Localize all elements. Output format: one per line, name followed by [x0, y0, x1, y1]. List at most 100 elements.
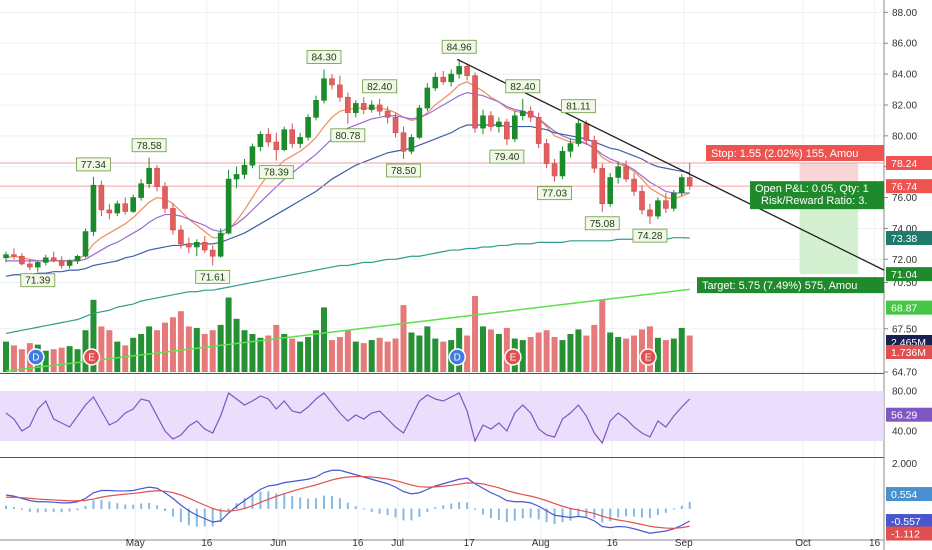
- y-tick-label: 64.70: [892, 368, 917, 379]
- candle-body: [106, 209, 113, 214]
- volume-bar: [519, 340, 526, 372]
- marker-e[interactable]: [639, 348, 657, 366]
- rsi-line: [5, 392, 691, 445]
- time-axis[interactable]: May 16 Jun 16 Jul 17 Aug 16 Sep Oct 16: [126, 538, 881, 549]
- candle-body: [400, 132, 407, 152]
- rsi-band: [0, 391, 884, 441]
- macd-hist-bar: [386, 508, 389, 516]
- volume-bar: [487, 329, 494, 372]
- y-tick-label: 84.00: [892, 70, 917, 81]
- candle-body: [329, 78, 335, 86]
- candle-body: [265, 133, 272, 143]
- candle-body: [50, 257, 57, 262]
- volume-bar: [464, 335, 471, 372]
- volume-bar: [42, 350, 49, 372]
- annotation-box: [76, 157, 111, 172]
- candle-body: [34, 262, 41, 268]
- candle-body: [42, 257, 49, 263]
- volume-ma-badge-label: 1.736M: [891, 347, 926, 359]
- target-label-box: [697, 277, 884, 294]
- price-annotations: 71.39 77.34 78.58 71.61 78.39 84.30 80.78 82.40…: [20, 39, 668, 288]
- marker-e[interactable]: [82, 348, 101, 366]
- candle-body: [599, 167, 606, 205]
- price-badge: [886, 300, 932, 315]
- volume-bar: [233, 318, 240, 372]
- annotation-box: [489, 149, 525, 164]
- candle-body: [623, 166, 629, 180]
- candles: [3, 59, 693, 272]
- macd-hist-bar: [434, 507, 437, 509]
- price-badges: 78.2476.7473.3871.0468.872.465M1.736M56.…: [886, 156, 932, 541]
- x-tick-label: Aug: [532, 538, 550, 549]
- candle-body: [527, 110, 534, 118]
- volume-bar: [106, 330, 113, 372]
- annotation-label: 82.40: [367, 82, 392, 93]
- candle-body: [146, 167, 152, 184]
- candle-body: [281, 129, 288, 151]
- candle-body: [209, 249, 216, 257]
- marker-d[interactable]: [27, 348, 45, 366]
- macd-badge-label: -0.557: [891, 516, 921, 528]
- candle-body: [384, 110, 391, 118]
- stop-zone[interactable]: [799, 163, 859, 187]
- candle-body: [655, 200, 661, 217]
- macd-hist-bar: [466, 502, 469, 509]
- candle-body: [90, 184, 97, 232]
- macd-hist-bar: [100, 499, 103, 509]
- pnl-label-box: [750, 181, 884, 210]
- macd-hist-bar: [52, 508, 55, 512]
- ma-200-line: [5, 237, 690, 334]
- candle-body: [559, 150, 566, 177]
- candle-body: [3, 254, 9, 259]
- candle-body: [376, 104, 383, 112]
- macd-hist-bar: [92, 500, 95, 509]
- candle-body: [257, 133, 264, 147]
- marker-label: E: [88, 353, 95, 364]
- price-badge-label: 71.04: [891, 269, 917, 281]
- signal-badge-label: -1.112: [891, 529, 920, 541]
- macd-hist-bar: [76, 508, 79, 511]
- volume-bar: [654, 337, 661, 372]
- position-labels: Stop: 1.55 (2.02%) 155, Amou Open P&L: 0.…: [697, 145, 884, 294]
- candle-body: [194, 242, 200, 248]
- annotation-label: 78.58: [137, 141, 162, 152]
- macd-pane: [5, 469, 691, 534]
- volume-bar: [18, 349, 25, 372]
- y-tick-label: 74.00: [892, 224, 917, 235]
- macd-hist-bar: [553, 508, 556, 525]
- annotation-label: 84.96: [447, 42, 472, 53]
- candle-body: [488, 115, 494, 127]
- volume-bar: [305, 337, 312, 372]
- x-tick-label: Oct: [795, 538, 811, 549]
- volume-bar: [217, 324, 224, 372]
- macd-hist-bar: [402, 508, 405, 521]
- macd-hist-bar: [179, 508, 182, 523]
- volume-bar: [368, 340, 375, 372]
- trendline[interactable]: [456, 58, 885, 271]
- macd-hist-bar: [664, 508, 667, 513]
- x-tick-label: 17: [464, 538, 476, 549]
- macd-line: [5, 469, 690, 534]
- macd-hist-badge: [886, 487, 932, 502]
- volume-bar: [503, 327, 510, 372]
- y-tick-label: 70.50: [892, 278, 917, 289]
- trendline-segment[interactable]: [456, 58, 885, 271]
- volume-bar: [66, 346, 73, 372]
- volume-bar: [678, 327, 685, 372]
- marker-d[interactable]: [448, 348, 466, 366]
- candle-body: [456, 66, 462, 75]
- price-badge-label: 76.74: [891, 181, 917, 193]
- volume-bar: [249, 334, 256, 372]
- annotation-box: [362, 79, 398, 94]
- volume-bar: [336, 337, 343, 372]
- annotation-label: 84.30: [311, 52, 336, 63]
- signal-badge: [886, 526, 932, 541]
- y-tick-label: 88.00: [892, 8, 917, 19]
- marker-e[interactable]: [504, 348, 522, 366]
- macd-hist-bar: [362, 508, 365, 510]
- candle-body: [543, 143, 550, 164]
- macd-hist-bar: [12, 507, 15, 509]
